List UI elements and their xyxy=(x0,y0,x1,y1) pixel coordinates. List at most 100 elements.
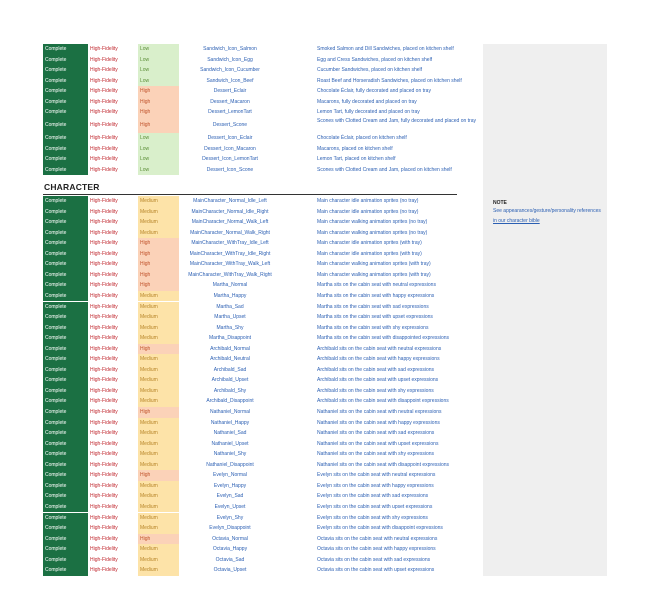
asset-name-cell[interactable]: MainCharacter_WithTray_Idle_Right xyxy=(189,250,271,257)
description-cell[interactable]: Macarons, placed on kitchen shelf xyxy=(317,145,393,152)
description-cell[interactable]: Evelyn sits on the cabin seat with sad e… xyxy=(317,493,429,500)
fidelity-cell[interactable]: High-Fidelity xyxy=(90,109,118,116)
priority-cell[interactable]: High xyxy=(138,470,179,481)
asset-name-cell[interactable]: Archibald_Disappoint xyxy=(206,398,254,405)
fidelity-cell[interactable]: High-Fidelity xyxy=(90,556,118,563)
table-row[interactable]: Complete High-Fidelity Low Sandwich_Icon_Be… xyxy=(43,75,462,87)
status-cell[interactable]: Complete xyxy=(43,65,88,76)
status-cell[interactable]: Complete xyxy=(43,428,88,439)
description-cell[interactable]: Martha sits on the cabin seat with sad e… xyxy=(317,303,429,310)
description-cell[interactable]: Nathaniel sits on the cabin seat with di… xyxy=(317,461,450,468)
priority-cell[interactable]: High xyxy=(138,96,179,108)
priority-cell[interactable]: Medium xyxy=(138,491,179,502)
status-cell[interactable]: Complete xyxy=(43,449,88,460)
table-row[interactable]: Complete High-Fidelity High MainCharacter_W… xyxy=(43,248,457,260)
description-cell[interactable]: Martha sits on the cabin seat with neutr… xyxy=(317,282,436,289)
asset-name-cell[interactable]: Archibald_Neutral xyxy=(210,356,250,363)
priority-cell[interactable]: Medium xyxy=(138,375,179,386)
description-cell[interactable]: Main character walking animation sprites… xyxy=(317,219,428,226)
status-cell[interactable]: Complete xyxy=(43,269,88,281)
table-row[interactable]: Complete High-Fidelity Medium Nathaniel_Dis… xyxy=(43,459,457,471)
table-row[interactable]: Complete High-Fidelity Medium MainCharacter… xyxy=(43,206,457,218)
description-cell[interactable]: Octavia sits on the cabin seat with sad … xyxy=(317,556,431,563)
fidelity-cell[interactable]: High-Fidelity xyxy=(90,67,118,74)
asset-name-cell[interactable]: Dessert_Icon_Eclair xyxy=(207,135,253,142)
status-cell[interactable]: Complete xyxy=(43,248,88,260)
priority-cell[interactable]: Medium xyxy=(138,554,179,566)
status-cell[interactable]: Complete xyxy=(43,544,88,555)
fidelity-cell[interactable]: High-Fidelity xyxy=(90,335,118,342)
table-row[interactable]: Complete High-Fidelity Low Sandwich_Icon_Sa… xyxy=(43,44,457,55)
description-cell[interactable]: Lemon Tart, fully decorated and placed o… xyxy=(317,109,420,116)
table-row[interactable]: Complete High-Fidelity Medium Martha_Upset M… xyxy=(43,312,457,323)
status-cell[interactable]: Complete xyxy=(43,217,88,228)
status-cell[interactable]: Complete xyxy=(43,354,88,365)
fidelity-cell[interactable]: High-Fidelity xyxy=(90,387,118,394)
table-row[interactable]: Complete High-Fidelity Medium Evelyn_Disapp… xyxy=(43,523,457,534)
status-cell[interactable]: Complete xyxy=(43,438,88,450)
priority-cell[interactable]: High xyxy=(138,407,179,418)
status-cell[interactable]: Complete xyxy=(43,385,88,397)
description-cell[interactable]: Main character walking animation sprites… xyxy=(317,229,428,236)
asset-name-cell[interactable]: Nathaniel_Normal xyxy=(209,409,251,415)
table-row[interactable]: Complete High-Fidelity Medium Martha_Shy Mar… xyxy=(43,322,457,334)
fidelity-cell[interactable]: High-Fidelity xyxy=(90,356,118,363)
fidelity-cell[interactable]: High-Fidelity xyxy=(90,451,118,458)
status-cell[interactable]: Complete xyxy=(43,459,88,471)
status-cell[interactable]: Complete xyxy=(43,227,88,239)
asset-name-cell[interactable]: Evelyn_Sad xyxy=(216,493,244,500)
status-cell[interactable]: Complete xyxy=(43,417,88,429)
status-cell[interactable]: Complete xyxy=(43,143,88,155)
asset-name-cell[interactable]: MainCharacter_Normal_Idle_Left xyxy=(193,198,267,204)
description-cell[interactable]: Octavia sits on the cabin seat with happ… xyxy=(317,546,436,553)
table-row[interactable]: Complete High-Fidelity Low Sandwich_Icon_Cu… xyxy=(43,65,457,76)
table-row[interactable]: Complete High-Fidelity Medium Nathaniel_Ups… xyxy=(43,438,457,450)
asset-name-cell[interactable]: Nathaniel_Shy xyxy=(213,451,247,458)
status-cell[interactable]: Complete xyxy=(43,312,88,323)
table-row[interactable]: Complete High-Fidelity Medium Archibald_Sad… xyxy=(43,364,457,376)
asset-name-cell[interactable]: Martha_Disappoint xyxy=(209,335,251,342)
description-cell[interactable]: Nathaniel sits on the cabin seat with sa… xyxy=(317,430,435,437)
priority-cell[interactable]: Medium xyxy=(138,459,179,471)
fidelity-cell[interactable]: High-Fidelity xyxy=(90,229,118,236)
description-cell[interactable]: Archibald sits on the cabin seat with ha… xyxy=(317,356,440,363)
status-cell[interactable]: Complete xyxy=(43,107,88,118)
asset-name-cell[interactable]: Dessert_Icon_LemonTart xyxy=(202,156,258,163)
status-cell[interactable]: Complete xyxy=(43,44,88,55)
fidelity-cell[interactable]: High-Fidelity xyxy=(90,88,118,95)
fidelity-cell[interactable]: High-Fidelity xyxy=(90,240,118,247)
asset-name-cell[interactable]: Sandwich_Icon_Salmon xyxy=(203,46,257,52)
fidelity-cell[interactable]: High-Fidelity xyxy=(90,430,118,437)
fidelity-cell[interactable]: High-Fidelity xyxy=(90,56,118,63)
status-cell[interactable]: Complete xyxy=(43,322,88,334)
status-cell[interactable]: Complete xyxy=(43,259,88,270)
asset-name-cell[interactable]: Evelyn_Normal xyxy=(213,472,247,479)
description-cell[interactable]: Cucumber Sandwiches, placed on kitchen s… xyxy=(317,67,423,74)
description-cell[interactable]: Evelyn sits on the cabin seat with upset… xyxy=(317,503,433,510)
table-row[interactable]: Complete High-Fidelity Medium Martha_Sad Mar… xyxy=(43,301,457,313)
table-row[interactable]: Complete High-Fidelity Medium MainCharacter… xyxy=(43,217,457,228)
table-row[interactable]: Complete High-Fidelity High MainCharacter_W… xyxy=(43,238,457,249)
status-cell[interactable]: Complete xyxy=(43,491,88,502)
asset-name-cell[interactable]: Nathaniel_Disappoint xyxy=(206,461,254,468)
asset-name-cell[interactable]: Octavia_Upset xyxy=(213,567,247,574)
fidelity-cell[interactable]: High-Fidelity xyxy=(90,419,118,426)
description-cell[interactable]: Chocolate Éclair, placed on kitchen shel… xyxy=(317,135,407,142)
table-row[interactable]: Complete High-Fidelity High Martha_Normal Ma… xyxy=(43,280,457,291)
priority-cell[interactable]: Medium xyxy=(138,385,179,397)
status-cell[interactable]: Complete xyxy=(43,407,88,418)
description-cell[interactable]: Archibald sits on the cabin seat with sa… xyxy=(317,366,435,373)
priority-cell[interactable]: Medium xyxy=(138,206,179,218)
status-cell[interactable]: Complete xyxy=(43,554,88,566)
fidelity-cell[interactable]: High-Fidelity xyxy=(90,514,118,521)
priority-cell[interactable]: Medium xyxy=(138,322,179,334)
table-row[interactable]: Complete High-Fidelity High Dessert_LemonTa… xyxy=(43,107,457,118)
status-cell[interactable]: Complete xyxy=(43,206,88,218)
status-cell[interactable]: Complete xyxy=(43,117,88,134)
priority-cell[interactable]: High xyxy=(138,107,179,118)
asset-name-cell[interactable]: Martha_Upset xyxy=(214,314,246,321)
table-row[interactable]: Complete High-Fidelity High MainCharacter_W… xyxy=(43,259,457,270)
status-cell[interactable]: Complete xyxy=(43,364,88,376)
description-cell[interactable]: Martha sits on the cabin seat with disap… xyxy=(317,335,450,342)
asset-name-cell[interactable]: Dessert_Macaron xyxy=(210,98,250,105)
